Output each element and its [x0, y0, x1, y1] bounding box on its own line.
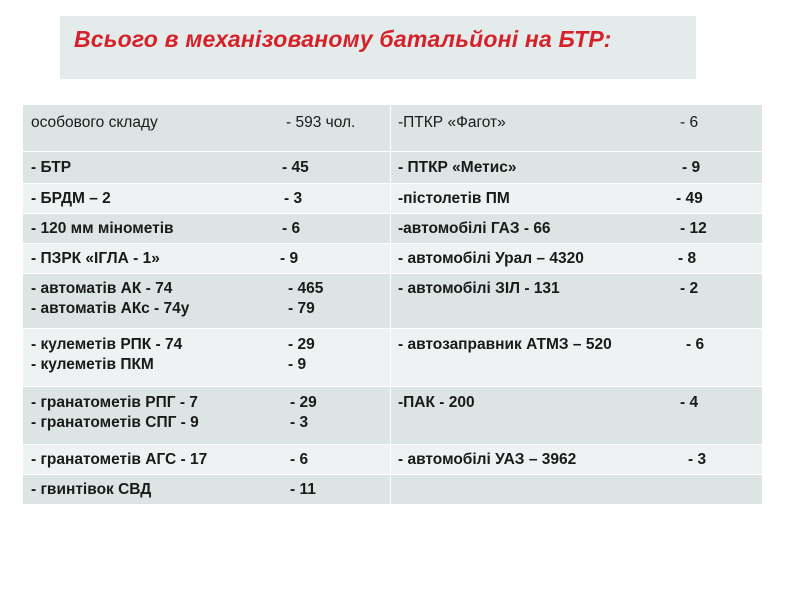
item-value: - 6	[686, 336, 705, 353]
item-name: - 120 мм мінометів	[31, 220, 174, 237]
item-name: -ПАК - 200	[398, 394, 475, 411]
item-value: - 6	[282, 220, 301, 237]
item-name: особового складу	[31, 114, 158, 131]
item-value: - 79	[288, 300, 315, 317]
table-row: - БТР - 45 - ПТКР «Метис» - 9	[22, 151, 763, 184]
item-value: - 9	[280, 250, 299, 267]
table-row: - гвинтівок СВД - 11	[22, 474, 763, 505]
item-name: - БРДМ – 2	[31, 190, 111, 207]
table-cell-left: - ПЗРК «ІГЛА - 1» - 9	[22, 243, 391, 274]
item-value: - 8	[678, 250, 697, 267]
table-cell-right: -ПТКР «Фагот» - 6	[390, 104, 763, 152]
table-cell-left: - гвинтівок СВД - 11	[22, 474, 391, 505]
item-name: -пістолетів ПМ	[398, 190, 510, 207]
item-name: - автомобілі УАЗ – 3962	[398, 451, 577, 468]
item-name: -ПТКР «Фагот»	[398, 114, 506, 131]
equipment-table: особового складу - 593 чол. -ПТКР «Фагот…	[22, 104, 763, 505]
table-row: - БРДМ – 2 - 3 -пістолетів ПМ - 49	[22, 183, 763, 214]
item-value: - 3	[284, 190, 303, 207]
item-value: - 11	[290, 481, 316, 498]
table-row: особового складу - 593 чол. -ПТКР «Фагот…	[22, 104, 763, 152]
item-name: - гранатометів РПГ - 7	[31, 394, 198, 411]
item-name: - автомобілі Урал – 4320	[398, 250, 584, 267]
table-row: - гранатометів РПГ - 7 - 29 - гранатомет…	[22, 386, 763, 445]
table-cell-right: - автозаправник АТМЗ – 520 - 6	[390, 328, 763, 387]
item-value: - 3	[688, 451, 707, 468]
slide-title: Всього в механізованому батальйоні на БТ…	[74, 26, 612, 52]
table-row: - кулеметів РПК - 74 - 29 - кулеметів ПК…	[22, 328, 763, 387]
item-value: - 4	[680, 394, 699, 411]
table-row: - ПЗРК «ІГЛА - 1» - 9 - автомобілі Урал …	[22, 243, 763, 274]
item-name: - кулеметів ПКМ	[31, 356, 154, 373]
table-cell-left: - гранатометів РПГ - 7 - 29 - гранатомет…	[22, 386, 391, 445]
item-name: - БТР	[31, 159, 72, 176]
table-cell-left: - БРДМ – 2 - 3	[22, 183, 391, 214]
item-name: - ПТКР «Метис»	[398, 159, 517, 176]
item-name: - автоматів АКс - 74у	[31, 300, 190, 317]
item-value: - 29	[288, 336, 315, 353]
item-value: - 465	[288, 280, 324, 297]
item-value: - 29	[290, 394, 317, 411]
table-cell-right: - автомобілі Урал – 4320 - 8	[390, 243, 763, 274]
title-banner: Всього в механізованому батальйоні на БТ…	[60, 16, 696, 79]
table-cell-left: - кулеметів РПК - 74 - 29 - кулеметів ПК…	[22, 328, 391, 387]
item-value: - 3	[290, 414, 309, 431]
item-name: - автоматів АК - 74	[31, 280, 173, 297]
item-name: - гранатометів АГС - 17	[31, 451, 208, 468]
table-cell-right: - ПТКР «Метис» - 9	[390, 151, 763, 184]
item-value: - 12	[680, 220, 707, 237]
item-name: - гранатометів СПГ - 9	[31, 414, 199, 431]
item-value: - 9	[288, 356, 307, 373]
item-value: - 2	[680, 280, 699, 297]
item-name: - кулеметів РПК - 74	[31, 336, 183, 353]
table-cell-right-empty	[390, 474, 763, 505]
table-cell-left: - БТР - 45	[22, 151, 391, 184]
table-cell-right: - автомобілі УАЗ – 3962 - 3	[390, 444, 763, 475]
table-cell-left: - автоматів АК - 74 - 465 - автоматів АК…	[22, 273, 391, 329]
item-name: - гвинтівок СВД	[31, 481, 152, 498]
table-row: - 120 мм мінометів - 6 -автомобілі ГАЗ -…	[22, 213, 763, 244]
table-cell-right: -пістолетів ПМ - 49	[390, 183, 763, 214]
item-value: - 9	[682, 159, 701, 176]
table-cell-right: -ПАК - 200 - 4	[390, 386, 763, 445]
table-cell-left: особового складу - 593 чол.	[22, 104, 391, 152]
item-name: - ПЗРК «ІГЛА - 1»	[31, 250, 160, 267]
item-name: -автомобілі ГАЗ - 66	[398, 220, 551, 237]
table-cell-left: - 120 мм мінометів - 6	[22, 213, 391, 244]
item-name: - автозаправник АТМЗ – 520	[398, 336, 612, 353]
table-cell-right: - автомобілі ЗІЛ - 131 - 2	[390, 273, 763, 329]
item-value: - 593 чол.	[286, 114, 356, 131]
table-row: - автоматів АК - 74 - 465 - автоматів АК…	[22, 273, 763, 329]
item-value: - 6	[290, 451, 309, 468]
item-value: - 45	[282, 159, 309, 176]
table-cell-left: - гранатометів АГС - 17 - 6	[22, 444, 391, 475]
table-cell-right: -автомобілі ГАЗ - 66 - 12	[390, 213, 763, 244]
item-value: - 49	[676, 190, 703, 207]
item-value: - 6	[680, 114, 699, 131]
table-row: - гранатометів АГС - 17 - 6 - автомобілі…	[22, 444, 763, 475]
item-name: - автомобілі ЗІЛ - 131	[398, 280, 560, 297]
